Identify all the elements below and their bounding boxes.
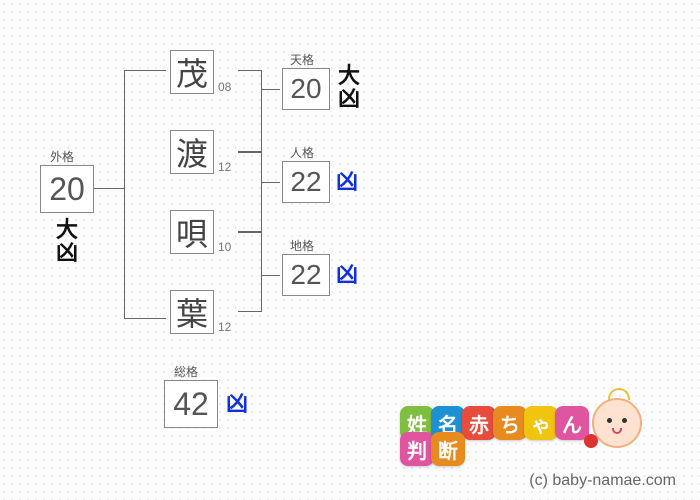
logo-block-4: ゃ — [524, 406, 558, 440]
jinkaku-value: 22 — [290, 166, 321, 198]
logo-block-5: ん — [555, 406, 589, 440]
logo-block2-1: 断 — [431, 432, 465, 466]
chikaku-label: 地格 — [290, 237, 314, 254]
char-3-strokes: 10 — [218, 240, 231, 254]
credit-text: (c) baby-namae.com — [529, 472, 676, 490]
chikaku-value: 22 — [290, 259, 321, 291]
gaikaku-value-box: 20 — [40, 165, 94, 213]
jinkaku-fortune: 凶 — [336, 170, 358, 193]
connector-tenkaku — [262, 89, 280, 90]
char-3-box: 唄 — [170, 210, 214, 254]
connector-gaikaku-bot — [124, 318, 166, 319]
jinkaku-label: 人格 — [290, 144, 314, 161]
soukaku-value: 42 — [173, 386, 209, 423]
char-1: 茂 — [176, 49, 208, 95]
char-4-strokes: 12 — [218, 320, 231, 334]
soukaku-label: 総格 — [174, 363, 198, 380]
gaikaku-value: 20 — [49, 171, 85, 208]
chikaku-value-box: 22 — [282, 254, 330, 296]
soukaku-value-box: 42 — [164, 380, 218, 428]
tenkaku-value: 20 — [290, 73, 321, 105]
bracket-tenkaku — [238, 70, 262, 152]
char-4: 葉 — [176, 289, 208, 335]
logo-block-2: 赤 — [462, 406, 496, 440]
tenkaku-value-box: 20 — [282, 68, 330, 110]
char-1-box: 茂 — [170, 50, 214, 94]
char-4-box: 葉 — [170, 290, 214, 334]
chikaku-fortune: 凶 — [336, 263, 358, 286]
logo-block-3: ち — [493, 406, 527, 440]
baby-icon — [592, 398, 642, 448]
char-3: 唄 — [176, 209, 208, 255]
logo-row2: 判 断 — [400, 432, 462, 466]
logo-block2-0: 判 — [400, 432, 434, 466]
gaikaku-label: 外格 — [50, 148, 74, 165]
bracket-jinkaku — [238, 152, 262, 232]
char-1-strokes: 08 — [218, 80, 231, 94]
jinkaku-value-box: 22 — [282, 161, 330, 203]
char-2-box: 渡 — [170, 130, 214, 174]
connector-gaikaku-h — [94, 188, 124, 189]
connector-chikaku — [262, 275, 280, 276]
connector-gaikaku-top — [124, 70, 166, 71]
soukaku-fortune: 凶 — [226, 392, 248, 415]
char-2: 渡 — [176, 129, 208, 175]
bracket-chikaku — [238, 232, 262, 312]
char-2-strokes: 12 — [218, 160, 231, 174]
tenkaku-fortune: 大凶 — [336, 64, 362, 110]
gaikaku-fortune: 大凶 — [48, 218, 86, 264]
tenkaku-label: 天格 — [290, 51, 314, 68]
connector-gaikaku-v — [124, 70, 125, 318]
connector-jinkaku — [262, 182, 280, 183]
